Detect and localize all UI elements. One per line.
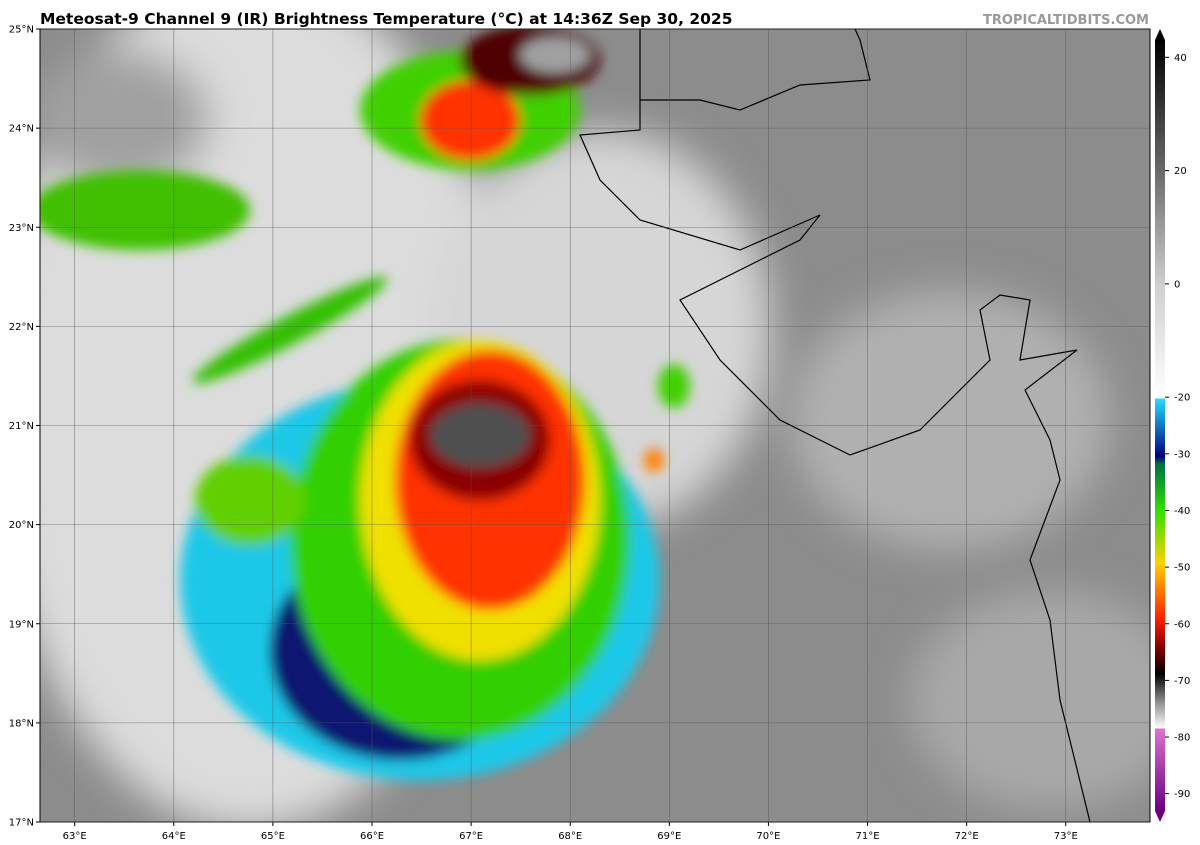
x-tick-label: 64°E [162,831,186,842]
y-tick-label: 23°N [9,223,34,234]
satellite-image [40,29,1150,822]
x-tick-label: 71°E [856,831,880,842]
colorbar-tick-label: -60 [1174,619,1190,630]
colorbar-tick-label: -40 [1174,506,1190,517]
colorbar-tick-label: -90 [1174,789,1190,800]
credit: TROPICALTIDBITS.COM [983,13,1149,28]
colorbar-tick-label: 20 [1174,166,1187,177]
colorbar-tick-label: -50 [1174,563,1190,574]
x-tick-label: 68°E [558,831,582,842]
colorbar-tick-label: -30 [1174,449,1190,460]
colorbar-tick-label: 0 [1174,279,1180,290]
y-tick-label: 25°N [9,25,34,36]
x-tick-label: 67°E [459,831,483,842]
colorbar-arrow [1155,29,1165,40]
x-tick-label: 72°E [955,831,979,842]
y-tick-label: 21°N [9,421,34,432]
x-tick-label: 73°E [1054,831,1078,842]
x-tick-label: 69°E [657,831,681,842]
y-tick-label: 22°N [9,322,34,333]
y-tick-label: 24°N [9,124,34,135]
colorbar-tick-label: -80 [1174,733,1190,744]
colorbar [1155,40,1165,811]
title: Meteosat-9 Channel 9 (IR) Brightness Tem… [40,10,733,28]
y-tick-label: 19°N [9,619,34,630]
colorbar-tick-label: -70 [1174,676,1190,687]
colorbar-tick-label: -20 [1174,393,1190,404]
x-tick-label: 70°E [756,831,780,842]
y-tick-label: 20°N [9,520,34,531]
x-tick-label: 65°E [261,831,285,842]
colorbar-tick-label: 40 [1174,53,1187,64]
x-tick-label: 63°E [63,831,87,842]
y-tick-label: 18°N [9,718,34,729]
x-tick-label: 66°E [360,831,384,842]
y-tick-label: 17°N [9,818,34,829]
colorbar-arrow [1155,811,1165,822]
